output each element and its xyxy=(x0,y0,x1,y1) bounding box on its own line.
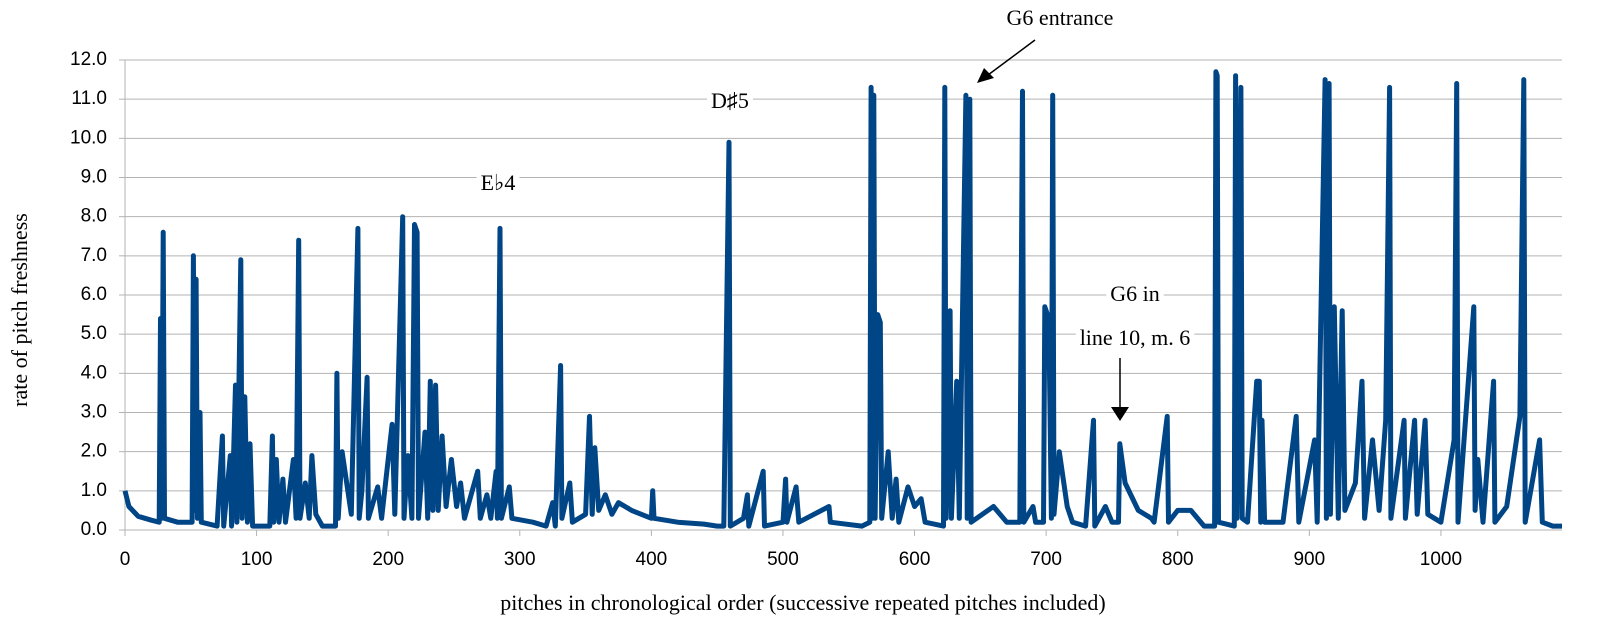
annotation-background xyxy=(1075,326,1195,354)
x-tick-label: 100 xyxy=(241,549,273,570)
x-tick-label: 300 xyxy=(504,549,536,570)
y-tick-label: 5.0 xyxy=(81,323,107,344)
y-tick-label: 8.0 xyxy=(81,206,107,227)
y-tick-label: 6.0 xyxy=(81,284,107,305)
x-tick-label: 800 xyxy=(1162,549,1194,570)
y-tick-label: 1.0 xyxy=(81,480,107,501)
annotation: line 10, m. 6 xyxy=(1080,325,1191,350)
y-tick-label: 9.0 xyxy=(81,167,107,188)
x-tick-label: 900 xyxy=(1293,549,1325,570)
x-tick-label: 500 xyxy=(767,549,799,570)
annotation-background xyxy=(1002,6,1118,34)
y-tick-label: 12.0 xyxy=(70,49,107,70)
x-tick-label: 0 xyxy=(120,549,131,570)
annotation: G6 in xyxy=(1110,281,1160,306)
y-tick-label: 7.0 xyxy=(81,245,107,266)
annotation: G6 entrance xyxy=(1007,5,1114,30)
x-tick-label: 200 xyxy=(372,549,404,570)
annotation-background xyxy=(1106,282,1164,310)
y-tick-label: 0.0 xyxy=(81,519,107,540)
arrow xyxy=(987,39,1036,76)
y-tick-label: 2.0 xyxy=(81,441,107,462)
y-tick-label: 4.0 xyxy=(81,362,107,383)
annotation: E♭4 xyxy=(481,170,516,195)
y-tick-label: 3.0 xyxy=(81,402,107,423)
y-tick-label: 10.0 xyxy=(70,127,107,148)
x-tick-label: 400 xyxy=(636,549,668,570)
data-line xyxy=(122,69,1562,529)
x-axis-label: pitches in chronological order (successi… xyxy=(500,590,1105,615)
y-axis-label: rate of pitch freshness xyxy=(7,213,32,407)
x-tick-label: 700 xyxy=(1030,549,1062,570)
x-tick-label: 1000 xyxy=(1420,549,1462,570)
arrow-head xyxy=(977,68,994,83)
y-tick-label: 11.0 xyxy=(71,88,107,109)
annotation-background xyxy=(707,89,753,117)
annotation-background xyxy=(476,171,520,199)
x-tick-label: 600 xyxy=(899,549,931,570)
arrow-head xyxy=(1111,407,1129,421)
annotation: D♯5 xyxy=(711,88,749,113)
